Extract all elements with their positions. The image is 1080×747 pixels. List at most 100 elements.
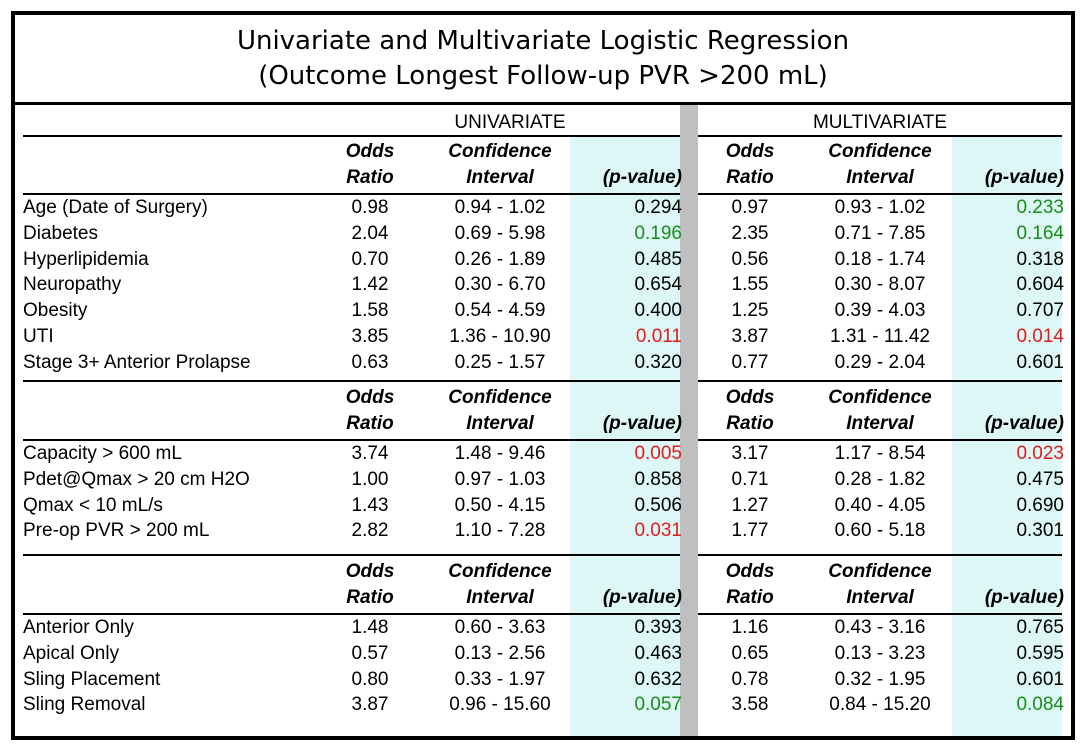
univariate-odds-ratio: 0.80 bbox=[351, 668, 389, 690]
multivariate-confidence-interval: 0.32 - 1.95 bbox=[834, 668, 926, 690]
multivariate-p-value: 0.318 bbox=[1016, 248, 1064, 270]
header-pvalue-univariate: (p-value) bbox=[602, 167, 682, 188]
univariate-p-value: 0.463 bbox=[634, 642, 682, 664]
multivariate-odds-ratio: 3.58 bbox=[731, 694, 769, 716]
univariate-confidence-interval: 1.36 - 10.90 bbox=[449, 326, 551, 347]
multivariate-odds-ratio: 3.17 bbox=[731, 443, 769, 464]
univariate-confidence-interval: 0.60 - 3.63 bbox=[454, 617, 546, 638]
row-label: Qmax < 10 mL/s bbox=[23, 494, 163, 516]
multivariate-p-value: 0.301 bbox=[1016, 520, 1064, 542]
group-rule-left bbox=[23, 554, 680, 556]
univariate-p-value: 0.858 bbox=[634, 468, 682, 490]
row-label: Anterior Only bbox=[23, 617, 134, 638]
multivariate-p-value: 0.690 bbox=[1016, 494, 1064, 516]
header-rule-right bbox=[698, 439, 1062, 441]
univariate-odds-ratio: 1.48 bbox=[351, 617, 389, 638]
multivariate-odds-ratio: 0.77 bbox=[731, 351, 769, 373]
univariate-p-value: 0.506 bbox=[634, 494, 682, 516]
header-pvalue-multivariate: (p-value) bbox=[984, 167, 1064, 188]
multivariate-p-value: 0.601 bbox=[1016, 351, 1064, 373]
univariate-confidence-interval: 0.13 - 2.56 bbox=[454, 642, 546, 664]
multivariate-p-value: 0.084 bbox=[1016, 694, 1064, 716]
section-rule-right bbox=[698, 135, 1062, 137]
header-interval-multivariate: Interval bbox=[846, 587, 914, 608]
univariate-p-value: 0.320 bbox=[634, 351, 682, 373]
group-rule-right bbox=[698, 554, 1062, 556]
header-ratio-multivariate: Ratio bbox=[726, 587, 774, 608]
group-rule-left bbox=[23, 380, 680, 382]
header-ratio-multivariate: Ratio bbox=[726, 413, 774, 434]
row-label: Neuropathy bbox=[23, 274, 122, 296]
multivariate-p-value: 0.604 bbox=[1016, 274, 1064, 296]
table-frame: Univariate and Multivariate Logistic Reg… bbox=[11, 11, 1075, 740]
header-rule-left bbox=[23, 439, 680, 441]
univariate-confidence-interval: 0.30 - 6.70 bbox=[454, 274, 546, 296]
section-multivariate: MULTIVARIATE bbox=[812, 112, 948, 133]
row-label: Pdet@Qmax > 20 cm H2O bbox=[23, 468, 250, 490]
multivariate-p-value: 0.765 bbox=[1016, 617, 1064, 638]
univariate-confidence-interval: 0.54 - 4.59 bbox=[454, 300, 546, 322]
multivariate-confidence-interval: 0.93 - 1.02 bbox=[834, 197, 926, 218]
header-odds-multivariate: Odds bbox=[725, 387, 775, 408]
row-label: Hyperlipidemia bbox=[23, 248, 149, 270]
univariate-p-value: 0.005 bbox=[634, 443, 682, 464]
multivariate-odds-ratio: 0.78 bbox=[731, 668, 769, 690]
header-confidence-multivariate: Confidence bbox=[828, 561, 932, 582]
univariate-confidence-interval: 0.96 - 15.60 bbox=[449, 694, 551, 716]
multivariate-odds-ratio: 0.56 bbox=[731, 248, 769, 270]
header-pvalue-univariate: (p-value) bbox=[602, 413, 682, 434]
multivariate-confidence-interval: 0.28 - 1.82 bbox=[834, 468, 926, 490]
multivariate-confidence-interval: 0.39 - 4.03 bbox=[834, 300, 926, 322]
header-odds-univariate: Odds bbox=[345, 561, 395, 582]
univariate-confidence-interval: 1.48 - 9.46 bbox=[454, 443, 546, 464]
header-odds-multivariate: Odds bbox=[725, 141, 775, 162]
univariate-confidence-interval: 0.94 - 1.02 bbox=[454, 197, 546, 218]
multivariate-confidence-interval: 1.31 - 11.42 bbox=[829, 326, 930, 347]
multivariate-confidence-interval: 1.17 - 8.54 bbox=[834, 443, 926, 464]
multivariate-confidence-interval: 0.84 - 15.20 bbox=[829, 694, 931, 716]
multivariate-p-value: 0.023 bbox=[1016, 443, 1064, 464]
group-rule-right bbox=[698, 380, 1062, 382]
univariate-p-value: 0.654 bbox=[634, 274, 682, 296]
multivariate-odds-ratio: 2.35 bbox=[731, 222, 769, 244]
univariate-confidence-interval: 0.25 - 1.57 bbox=[454, 351, 546, 373]
header-confidence-multivariate: Confidence bbox=[828, 141, 932, 162]
header-interval-multivariate: Interval bbox=[846, 167, 914, 188]
header-ratio-univariate: Ratio bbox=[346, 413, 394, 434]
header-confidence-univariate: Confidence bbox=[448, 561, 552, 582]
multivariate-p-value: 0.595 bbox=[1016, 642, 1064, 664]
header-ratio-univariate: Ratio bbox=[346, 167, 394, 188]
multivariate-confidence-interval: 0.71 - 7.85 bbox=[834, 222, 926, 244]
univariate-pvalue-shade bbox=[570, 136, 680, 736]
univariate-confidence-interval: 0.69 - 5.98 bbox=[454, 222, 546, 244]
section-univariate: UNIVARIATE bbox=[454, 112, 566, 133]
header-ratio-multivariate: Ratio bbox=[726, 167, 774, 188]
multivariate-confidence-interval: 0.43 - 3.16 bbox=[834, 617, 926, 638]
univariate-odds-ratio: 0.57 bbox=[351, 642, 389, 664]
univariate-odds-ratio: 1.43 bbox=[351, 494, 389, 516]
row-label: Capacity > 600 mL bbox=[23, 443, 182, 464]
header-rule-right bbox=[698, 193, 1062, 195]
multivariate-confidence-interval: 0.13 - 3.23 bbox=[834, 642, 926, 664]
univariate-p-value: 0.485 bbox=[634, 248, 682, 270]
multivariate-confidence-interval: 0.29 - 2.04 bbox=[834, 351, 926, 373]
univariate-p-value: 0.196 bbox=[634, 222, 682, 244]
row-label: Diabetes bbox=[23, 222, 98, 244]
header-odds-univariate: Odds bbox=[345, 387, 395, 408]
header-rule-left bbox=[23, 193, 680, 195]
univariate-odds-ratio: 1.00 bbox=[351, 468, 389, 490]
multivariate-pvalue-shade bbox=[952, 136, 1062, 736]
title-line-2: (Outcome Longest Follow-up PVR >200 mL) bbox=[258, 61, 828, 91]
multivariate-p-value: 0.601 bbox=[1016, 668, 1064, 690]
multivariate-odds-ratio: 1.16 bbox=[731, 617, 769, 638]
univariate-p-value: 0.632 bbox=[634, 668, 682, 690]
row-label: Stage 3+ Anterior Prolapse bbox=[23, 351, 251, 373]
row-label: Obesity bbox=[23, 300, 88, 322]
table-title: Univariate and Multivariate Logistic Reg… bbox=[15, 15, 1071, 103]
univariate-odds-ratio: 1.58 bbox=[351, 300, 389, 322]
multivariate-odds-ratio: 1.27 bbox=[731, 494, 769, 516]
header-odds-multivariate: Odds bbox=[725, 561, 775, 582]
header-interval-univariate: Interval bbox=[466, 413, 534, 434]
univariate-confidence-interval: 1.10 - 7.28 bbox=[454, 520, 546, 542]
multivariate-odds-ratio: 1.77 bbox=[731, 520, 769, 542]
